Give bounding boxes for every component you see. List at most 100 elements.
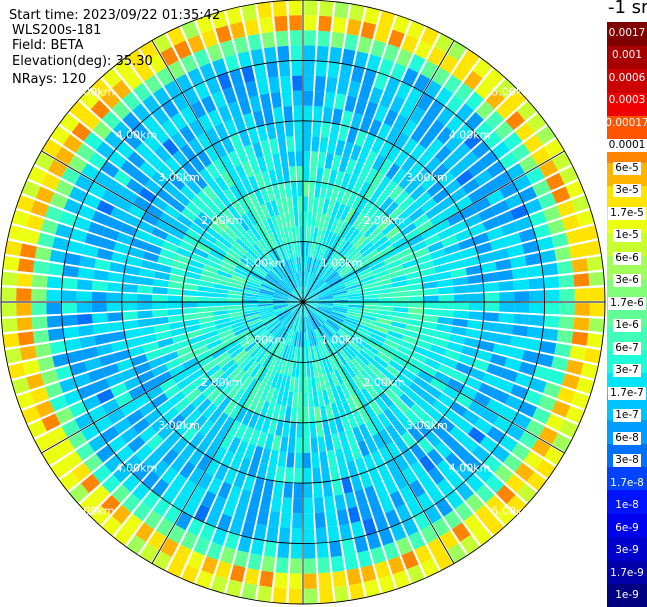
range-gate-cell (303, 290, 314, 302)
range-gate-cell (128, 246, 145, 259)
colorbar-swatch (607, 560, 647, 585)
range-gate-cell (104, 131, 123, 150)
range-gate-cell (558, 274, 575, 288)
range-gate-cell (418, 473, 436, 492)
range-gate-cell (151, 364, 169, 377)
range-gate-cell (460, 534, 480, 555)
colorbar-tick: 3e-6 (607, 270, 647, 293)
range-gate-cell (352, 257, 367, 269)
colorbar-tick-label: 1e-7 (613, 409, 641, 423)
range-gate-cell (76, 291, 92, 302)
range-gate-cell (304, 558, 317, 574)
range-gate-cell (44, 382, 63, 399)
colorbar-tick: 0.001 (607, 45, 647, 68)
range-gate-cell (303, 302, 313, 315)
range-gate-cell (565, 228, 584, 245)
range-gate-cell (206, 254, 223, 265)
range-gate-cell (169, 391, 186, 406)
range-gate-cell (303, 290, 314, 302)
range-gate-cell (329, 46, 343, 64)
range-gate-cell (304, 30, 317, 46)
range-gate-cell (316, 287, 330, 296)
range-gate-cell (255, 241, 268, 255)
range-gate-cell (363, 294, 379, 299)
range-gate-cell (101, 398, 120, 415)
range-gate-cell (91, 291, 107, 302)
range-gate-cell (293, 211, 299, 227)
range-gate-cell (350, 337, 364, 350)
range-gate-cell (214, 175, 229, 192)
colorbar-tick: 1.7e-5 (607, 202, 647, 225)
azimuth-spoke (302, 150, 565, 303)
range-gate-cell (227, 298, 243, 302)
colorbar-tick: 3e-9 (607, 540, 647, 563)
range-gate-cell (372, 265, 388, 275)
range-gate-cell (280, 229, 288, 245)
range-gate-cell (401, 335, 418, 345)
colorbar-tick: 6e-6 (607, 247, 647, 270)
range-gate-cell (338, 431, 350, 448)
colorbar-tick-label: 1.7e-9 (610, 566, 644, 579)
range-gate-cell (280, 512, 292, 529)
range-gate-cell (409, 207, 425, 222)
range-gate-cell (319, 136, 329, 153)
range-gate-cell (394, 190, 410, 206)
range-gate-cell (388, 403, 404, 419)
range-gate-cell (392, 570, 411, 589)
range-gate-cell (485, 495, 506, 515)
range-gate-cell (239, 355, 253, 370)
range-gate-cell (299, 302, 303, 317)
range-gate-cell (274, 15, 288, 32)
range-gate-cell (282, 260, 291, 275)
azimuth-spoke (41, 301, 304, 454)
range-gate-cell (307, 377, 313, 393)
range-gate-cell (463, 454, 482, 473)
range-gate-cell (303, 297, 318, 302)
range-gate-cell (424, 430, 442, 448)
range-gate-cell (206, 43, 223, 62)
range-gate-cell (243, 289, 259, 295)
range-gate-cell (182, 283, 199, 291)
range-gate-cell (34, 246, 52, 261)
range-gate-cell (314, 181, 322, 198)
range-gate-cell (480, 179, 499, 196)
range-gate-cell (284, 467, 294, 483)
range-gate-cell (377, 175, 392, 192)
range-gate-cell (237, 332, 253, 343)
range-gate-cell (336, 400, 346, 417)
range-gate-cell (360, 21, 377, 40)
range-gate-cell (156, 400, 174, 416)
range-gate-cell (300, 317, 303, 333)
range-gate-cell (229, 184, 243, 201)
range-gate-cell (399, 340, 416, 351)
range-gate-cell (220, 261, 236, 271)
range-gate-cell (522, 240, 540, 254)
range-gate-cell (363, 298, 379, 302)
range-gate-cell (583, 348, 602, 364)
range-gate-cell (325, 510, 338, 528)
range-gate-cell (312, 278, 324, 291)
range-gate-cell (347, 80, 361, 98)
range-gate-cell (356, 326, 372, 336)
range-gate-cell (506, 163, 525, 181)
range-gate-cell (379, 429, 393, 446)
range-gate-cell (392, 419, 407, 436)
range-gate-cell (406, 498, 423, 517)
range-gate-cell (204, 334, 221, 345)
range-gate-cell (194, 504, 210, 523)
range-gate-cell (363, 579, 380, 598)
range-gate-cell (531, 146, 551, 166)
range-gate-cell (279, 213, 287, 229)
range-gate-cell (197, 285, 214, 293)
range-ring-label: 1.00km (244, 334, 286, 347)
range-gate-cell (486, 160, 506, 178)
range-gate-cell (245, 506, 259, 524)
range-gate-cell (90, 99, 110, 120)
colorbar-tick: 1e-7 (607, 405, 647, 428)
range-gate-cell (250, 226, 262, 241)
range-gate-cell (286, 196, 294, 213)
range-gate-cell (322, 373, 331, 390)
range-gate-cell (511, 442, 531, 461)
range-gate-cell (465, 473, 484, 493)
range-gate-cell (314, 311, 327, 323)
